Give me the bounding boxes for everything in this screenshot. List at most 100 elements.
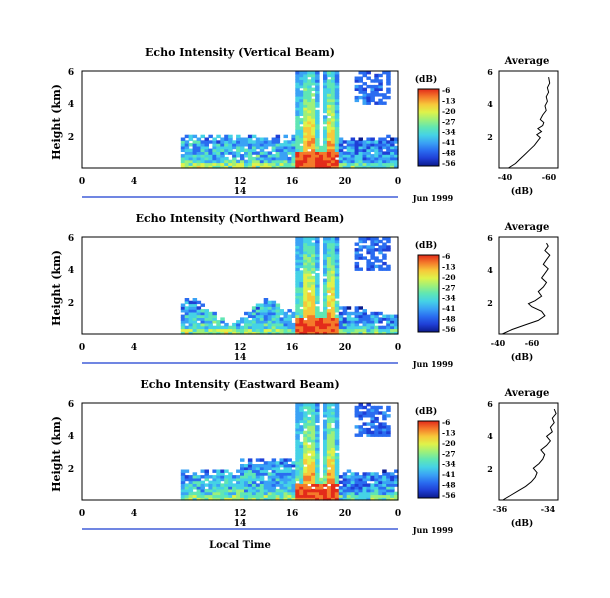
heatmap-cell — [350, 320, 356, 324]
heatmap-cell — [350, 140, 356, 144]
heatmap-cell — [358, 245, 363, 249]
heatmap-cell — [311, 284, 316, 288]
heatmap-cell — [244, 159, 249, 164]
heatmap-cell — [192, 497, 198, 501]
heatmap-cell — [330, 403, 336, 407]
heatmap-cell — [362, 475, 367, 479]
heatmap-cell — [228, 159, 233, 164]
heatmap-cell — [311, 289, 316, 294]
heatmap-cell — [271, 458, 277, 462]
heatmap-cell — [315, 250, 320, 255]
heatmap-cell — [291, 464, 296, 468]
heatmap-cell — [307, 156, 312, 161]
heatmap-cell — [386, 486, 391, 490]
heatmap-cell — [267, 165, 273, 169]
heatmap-cell — [180, 154, 186, 158]
heatmap-cell — [354, 264, 360, 269]
heatmap-cell — [315, 278, 320, 282]
heatmap-cell — [319, 165, 324, 169]
heatmap-cell — [275, 328, 281, 332]
heatmap-cell — [307, 408, 312, 412]
heatmap-cell — [362, 430, 367, 435]
heatmap-cell — [283, 151, 288, 155]
heatmap-cell — [311, 286, 316, 291]
heatmap-cell — [259, 154, 265, 158]
heatmap-cell — [279, 320, 284, 324]
heatmap-cell — [303, 165, 308, 169]
heatmap-cell — [291, 477, 296, 482]
heatmap-cell — [350, 475, 356, 479]
heatmap-cell — [287, 162, 292, 166]
heatmap-cell — [196, 494, 202, 498]
heatmap-cell — [378, 425, 383, 429]
heatmap-cell — [192, 300, 198, 305]
heatmap-cell — [378, 73, 383, 78]
heatmap-cell — [358, 237, 363, 241]
heatmap-cell — [180, 137, 186, 141]
heatmap-cell — [244, 477, 249, 482]
heatmap-cell — [334, 242, 340, 246]
heatmap-cell — [334, 408, 340, 412]
heatmap-cell — [330, 270, 336, 274]
heatmap-cell — [271, 165, 277, 169]
heatmap-cell — [370, 95, 375, 100]
heatmap-cell — [303, 73, 308, 78]
heatmap-cell — [275, 317, 281, 321]
heatmap-cell — [283, 325, 288, 330]
heatmap-cell — [326, 129, 332, 133]
heatmap-cell — [394, 165, 399, 169]
heatmap-cell — [326, 107, 332, 111]
heatmap-cell — [374, 491, 379, 496]
colorbar-tick: -6 — [442, 418, 450, 427]
heatmap-cell — [228, 494, 233, 498]
heatmap-cell — [311, 300, 316, 305]
heatmap-cell — [342, 156, 348, 161]
colorbar-unit: (dB) — [415, 406, 437, 417]
heatmap-cell — [303, 461, 308, 465]
heatmap-cell — [188, 159, 194, 164]
heatmap-cell — [326, 84, 332, 89]
heatmap-cell — [192, 303, 198, 307]
heatmap-cell — [315, 452, 320, 457]
heatmap-cell — [307, 497, 312, 501]
heatmap-cell — [326, 295, 332, 299]
heatmap-cells — [180, 237, 399, 335]
heatmap-cell — [326, 444, 332, 448]
heatmap-cell — [323, 237, 328, 241]
heatmap-cell — [350, 156, 356, 161]
heatmap-cell — [283, 469, 288, 473]
heatmap-cell — [244, 491, 249, 496]
heatmap-cell — [204, 140, 209, 144]
heatmap-cell — [204, 494, 209, 498]
colorbar-tick: -48 — [442, 481, 456, 490]
heatmap-area — [81, 402, 399, 501]
heatmap-cell — [251, 488, 257, 493]
heatmap-cell — [204, 320, 209, 324]
heatmap-cell — [382, 494, 387, 498]
heatmap-cell — [362, 98, 367, 103]
heatmap-cell — [382, 261, 387, 266]
heatmap-cell — [386, 427, 391, 432]
heatmap-cell — [326, 433, 332, 437]
heatmap-cell — [303, 84, 308, 89]
heatmap-cell — [358, 154, 363, 158]
heatmap-cell — [303, 436, 308, 440]
heatmap-cell — [382, 328, 387, 332]
heatmap-cell — [275, 472, 281, 476]
heatmap-cell — [311, 441, 316, 446]
heatmap-cell — [287, 480, 292, 484]
heatmap-cell — [334, 444, 340, 448]
heatmap-cell — [358, 84, 363, 89]
heatmap-cell — [307, 132, 312, 136]
heatmap-cell — [338, 306, 344, 310]
heatmap-cell — [358, 475, 363, 479]
heatmap-cell — [299, 159, 304, 164]
heatmap-cell — [295, 436, 300, 440]
heatmap-cell — [307, 259, 312, 263]
heatmap-cell — [386, 475, 391, 479]
heatmap-cell — [319, 328, 324, 332]
heatmap-cell — [279, 162, 284, 166]
heatmap-cell — [303, 275, 308, 280]
heatmap-cell — [299, 98, 304, 103]
heatmap-cell — [362, 491, 367, 496]
